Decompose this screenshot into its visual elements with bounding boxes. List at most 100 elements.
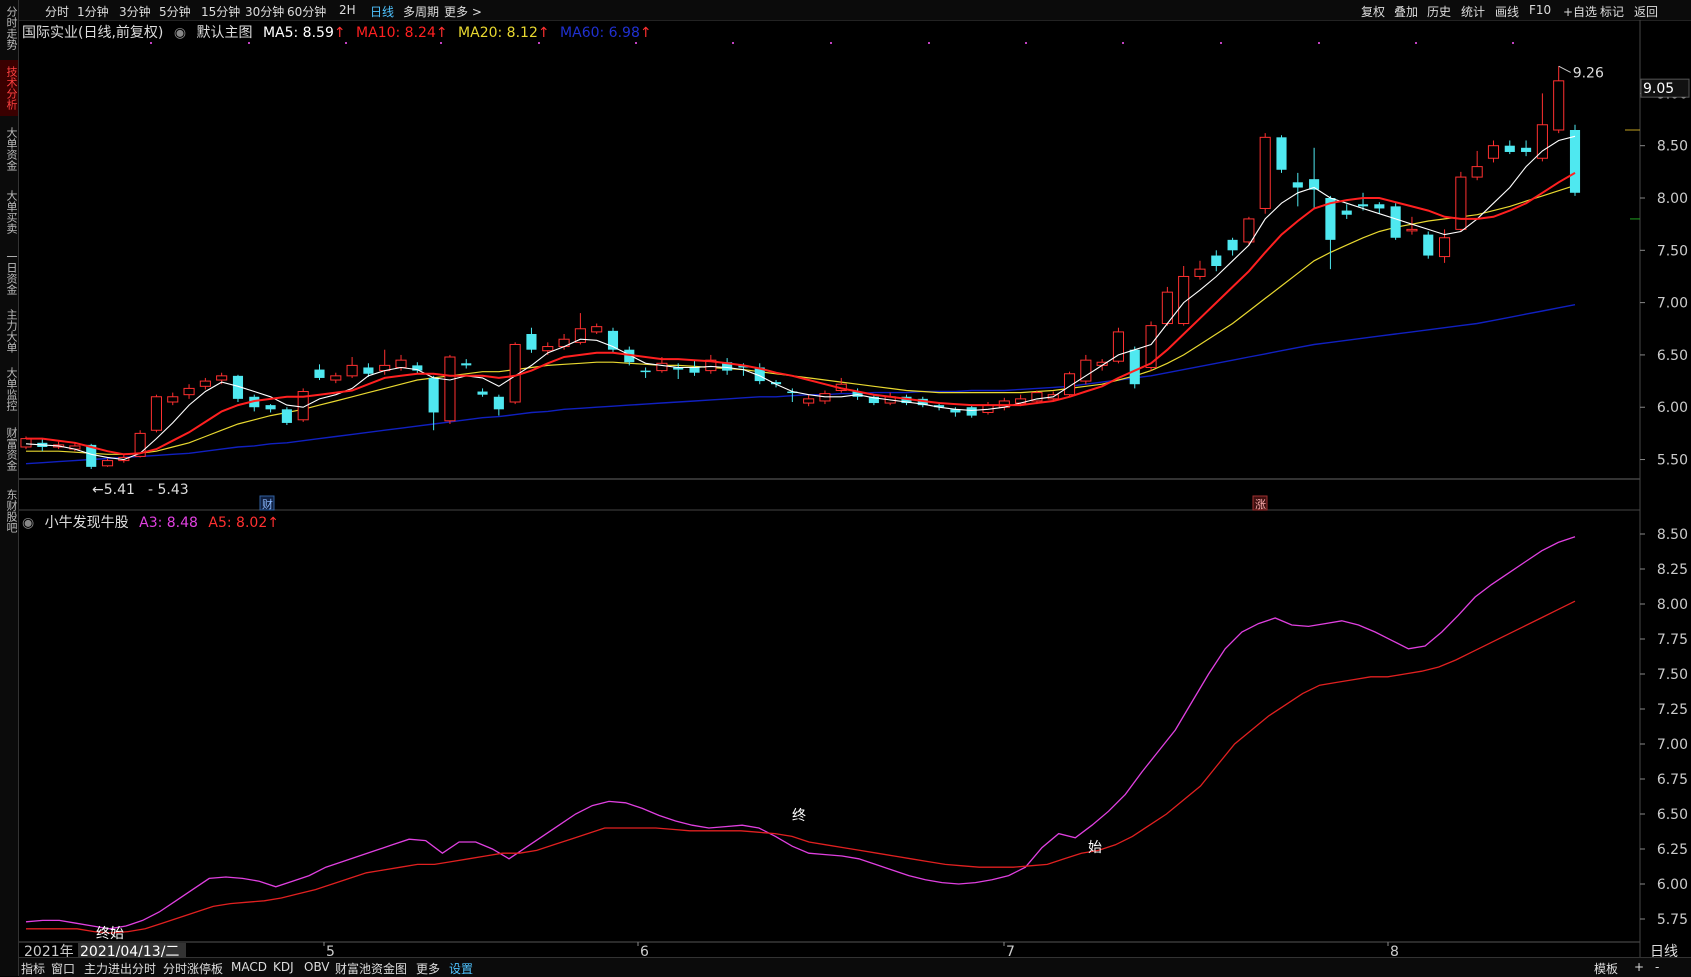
- candle-down[interactable]: [966, 407, 977, 416]
- candle-up[interactable]: [1471, 166, 1483, 178]
- candle-up[interactable]: [1406, 228, 1418, 232]
- candle-down[interactable]: [1357, 204, 1369, 207]
- candle-down[interactable]: [787, 391, 798, 394]
- candle-up[interactable]: [705, 359, 717, 372]
- candle-up[interactable]: [444, 356, 456, 422]
- candle-down[interactable]: [281, 409, 292, 423]
- candle-down[interactable]: [673, 367, 684, 370]
- candle-down[interactable]: [738, 365, 749, 368]
- bottom-right-btn-1[interactable]: +: [1634, 960, 1645, 974]
- candle-down[interactable]: [754, 367, 765, 382]
- candle-down[interactable]: [314, 369, 325, 378]
- candle-up[interactable]: [101, 460, 114, 467]
- candle-up[interactable]: [297, 391, 309, 421]
- toolbar-btn-8[interactable]: 返回: [1634, 5, 1659, 19]
- zhang-marker[interactable]: [1252, 495, 1268, 511]
- candle-down[interactable]: [1423, 234, 1434, 256]
- candle-down[interactable]: [477, 391, 488, 395]
- candle-up[interactable]: [1063, 373, 1076, 396]
- candle-down[interactable]: [1374, 204, 1385, 209]
- candle-up[interactable]: [542, 346, 554, 352]
- left-tab-7[interactable]: 财富资金: [5, 427, 18, 471]
- bottom-tab-2[interactable]: 主力进出分时: [84, 962, 157, 976]
- candle-down[interactable]: [1309, 179, 1320, 190]
- toolbar-btn-6[interactable]: +自选: [1563, 5, 1598, 19]
- candle-down[interactable]: [689, 367, 700, 373]
- candle-up[interactable]: [395, 359, 407, 368]
- candle-up[interactable]: [1259, 136, 1271, 209]
- period-3[interactable]: 5分钟: [159, 5, 191, 19]
- candle-down[interactable]: [950, 409, 961, 413]
- candle-down[interactable]: [265, 405, 276, 410]
- candle-up[interactable]: [346, 364, 358, 377]
- candle-up[interactable]: [803, 398, 815, 404]
- candle-down[interactable]: [722, 362, 733, 371]
- candle-down[interactable]: [526, 334, 537, 350]
- bottom-tab-6[interactable]: OBV: [304, 960, 330, 974]
- period-7[interactable]: 2H: [339, 3, 356, 17]
- period-6[interactable]: 60分钟: [287, 5, 327, 19]
- stock-title[interactable]: 国际实业(日线,前复权): [22, 25, 164, 41]
- period-0[interactable]: 分时: [45, 5, 70, 19]
- candle-down[interactable]: [1276, 137, 1287, 170]
- candle-up[interactable]: [591, 326, 603, 333]
- candle-down[interactable]: [1211, 255, 1222, 266]
- settings-circle-icon[interactable]: ◉: [22, 515, 35, 531]
- candle-down[interactable]: [770, 382, 782, 385]
- candle-up[interactable]: [1439, 237, 1451, 258]
- left-tab-4[interactable]: 一日资金: [5, 251, 18, 295]
- candle-up[interactable]: [1455, 176, 1467, 230]
- candle-down[interactable]: [1390, 206, 1401, 238]
- candle-up[interactable]: [1553, 80, 1565, 131]
- left-tab-8[interactable]: 东财股吧: [5, 489, 18, 533]
- candle-down[interactable]: [934, 405, 945, 408]
- toolbar-btn-7[interactable]: 标记: [1600, 5, 1625, 19]
- left-tab-1[interactable]: 技术分析: [0, 60, 18, 116]
- toolbar-btn-3[interactable]: 统计: [1461, 5, 1486, 19]
- candle-up[interactable]: [134, 432, 146, 457]
- candle-up[interactable]: [1243, 218, 1255, 243]
- candle-down[interactable]: [493, 396, 504, 410]
- candle-down[interactable]: [624, 349, 635, 363]
- bottom-right-btn-2[interactable]: -: [1655, 960, 1660, 974]
- toolbar-btn-4[interactable]: 画线: [1495, 5, 1520, 19]
- candle-down[interactable]: [1292, 182, 1303, 188]
- toolbar-btn-0[interactable]: 复权: [1361, 5, 1386, 19]
- toolbar-btn-1[interactable]: 叠加: [1394, 5, 1419, 19]
- period-10[interactable]: 更多 >: [444, 5, 482, 19]
- candle-up[interactable]: [574, 328, 586, 343]
- period-1[interactable]: 1分钟: [77, 5, 109, 19]
- candle-up[interactable]: [167, 396, 179, 403]
- candle-up[interactable]: [1194, 268, 1206, 277]
- cai-marker[interactable]: [259, 495, 275, 511]
- bottom-tab-8[interactable]: 更多: [416, 962, 441, 976]
- bottom-tab-3[interactable]: 分时涨停板: [163, 962, 224, 976]
- left-tab-0[interactable]: 分时走势: [5, 6, 18, 50]
- left-tab-3[interactable]: 大单买卖: [5, 190, 18, 234]
- candle-down[interactable]: [1569, 130, 1581, 193]
- candle-up[interactable]: [150, 396, 162, 431]
- candle-down[interactable]: [901, 396, 912, 404]
- period-4[interactable]: 15分钟: [201, 5, 241, 19]
- candle-up[interactable]: [656, 362, 668, 372]
- candle-down[interactable]: [1341, 210, 1352, 215]
- candle-down[interactable]: [86, 444, 97, 467]
- left-tab-6[interactable]: 大单监控: [5, 367, 18, 411]
- period-8[interactable]: 日线: [370, 5, 395, 19]
- candle-up[interactable]: [1031, 392, 1043, 402]
- candle-down[interactable]: [1325, 198, 1336, 240]
- candle-down[interactable]: [1504, 145, 1515, 152]
- candle-up[interactable]: [330, 375, 342, 381]
- indicator-title[interactable]: 小牛发现牛股: [44, 515, 129, 531]
- candle-up[interactable]: [1487, 145, 1500, 159]
- candle-down[interactable]: [461, 363, 472, 366]
- toolbar-btn-5[interactable]: F10: [1529, 3, 1552, 17]
- period-9[interactable]: 多周期: [403, 5, 440, 19]
- left-tab-2[interactable]: 大单资金: [5, 127, 18, 171]
- candle-up[interactable]: [183, 387, 195, 396]
- candle-up[interactable]: [20, 438, 32, 448]
- candle-up[interactable]: [1112, 331, 1125, 362]
- settings-circle-icon[interactable]: ◉: [173, 25, 187, 41]
- candle-up[interactable]: [1178, 275, 1190, 325]
